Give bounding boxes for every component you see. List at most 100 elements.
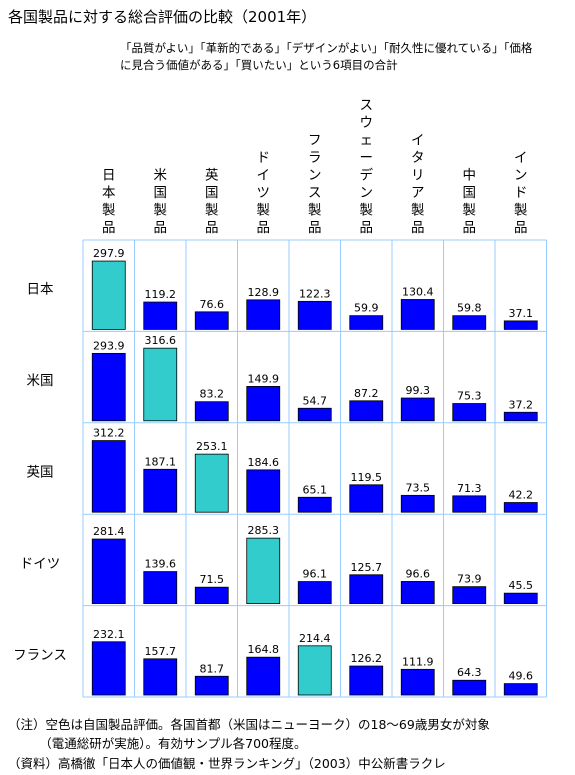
data-label: 214.4 [299, 632, 331, 645]
category-label-char: ド [257, 150, 271, 166]
category-label-char: 品 [308, 220, 322, 236]
bar [452, 495, 487, 513]
bar [503, 411, 538, 422]
bar [143, 658, 178, 696]
data-label: 164.8 [248, 643, 280, 656]
bar [400, 397, 435, 422]
data-label: 285.3 [248, 524, 280, 537]
bar [503, 502, 538, 513]
category-label-char: 製 [463, 203, 477, 219]
bar [503, 592, 538, 604]
own-country-bar [91, 260, 126, 330]
bar [349, 315, 384, 330]
category-label-char: 米 [154, 168, 168, 184]
category-label-char: 品 [463, 220, 477, 236]
category-label-char: デ [360, 167, 374, 184]
data-label: 54.7 [303, 394, 328, 407]
category-label-char: ウ [360, 115, 374, 131]
bar [143, 468, 178, 513]
bar [194, 586, 229, 605]
note-line-2: （電通総研が実施）。有効サンプル各700程度。 [8, 736, 307, 751]
category-label-char: 英 [205, 167, 219, 184]
data-label: 76.6 [200, 298, 225, 311]
category-label-char: 品 [514, 220, 528, 236]
bar [194, 311, 229, 330]
data-label: 64.3 [457, 666, 482, 679]
data-label: 59.8 [457, 302, 482, 315]
data-label: 65.1 [303, 483, 328, 496]
data-label: 149.9 [248, 372, 280, 385]
category-label-char: ー [360, 150, 374, 166]
bar [400, 668, 435, 696]
row-label: 日本 [27, 282, 54, 298]
bar [194, 675, 229, 696]
row-label: フランス [13, 647, 67, 663]
data-label: 293.9 [93, 339, 125, 352]
data-label: 73.9 [457, 573, 482, 586]
data-label: 71.5 [200, 573, 225, 586]
bar [91, 352, 126, 422]
category-label-char: ェ [360, 133, 374, 149]
bar [452, 315, 487, 330]
category-label-char: ア [411, 185, 425, 201]
chart-subtitle: 「品質がよい」「革新的である」「デザインがよい」「耐久性に優れている」「価格 に… [120, 40, 532, 74]
category-label-char: リ [411, 168, 425, 184]
category-label-char: 製 [102, 203, 116, 219]
bar [400, 299, 435, 330]
bar [452, 586, 487, 605]
category-label-char: ド [514, 185, 528, 201]
data-label: 187.1 [145, 455, 177, 468]
source-note: （資料）高橋徹「日本人の価値観・世界ランキング」（2003）中公新書ラクレ [8, 756, 446, 771]
data-label: 126.2 [351, 652, 383, 665]
own-country-bar [297, 645, 332, 696]
data-label: 45.5 [509, 579, 534, 592]
category-label-char: タ [411, 150, 425, 166]
bar [246, 469, 281, 513]
category-label-char: イ [411, 133, 425, 149]
category-label-char: イ [257, 168, 271, 184]
category-label-char: ン [360, 185, 374, 201]
category-label-char: ラ [308, 150, 322, 166]
bar [297, 407, 332, 422]
row-label: 米国 [27, 373, 54, 389]
category-label-char: 品 [411, 220, 425, 236]
data-label: 139.6 [145, 558, 177, 571]
category-label-char: 製 [205, 203, 219, 219]
category-label-char: 国 [205, 185, 219, 201]
own-country-bar [143, 347, 178, 422]
data-label: 281.4 [93, 525, 125, 538]
category-label-char: 品 [360, 220, 374, 236]
data-label: 122.3 [299, 287, 331, 300]
data-label: 83.2 [200, 388, 225, 401]
data-label: 128.9 [248, 286, 280, 299]
bar [349, 484, 384, 513]
bar [143, 571, 178, 604]
data-label: 184.6 [248, 456, 280, 469]
data-label: 96.6 [406, 567, 431, 580]
category-label-char: 中 [463, 168, 477, 184]
bar [246, 386, 281, 422]
category-label-char: 製 [411, 203, 425, 219]
data-label: 111.9 [402, 655, 434, 668]
category-label-char: 製 [360, 203, 374, 219]
data-label: 125.7 [351, 561, 383, 574]
bar [452, 403, 487, 422]
data-label: 157.7 [145, 645, 177, 658]
bar [143, 301, 178, 330]
category-label-char: 国 [463, 185, 477, 201]
category-label-char: 製 [154, 203, 168, 219]
data-label: 312.2 [93, 427, 125, 440]
category-label-char: 日 [102, 168, 116, 184]
data-label: 71.3 [457, 482, 482, 495]
data-label: 99.3 [406, 384, 431, 397]
bar [503, 683, 538, 696]
row-label: 英国 [27, 464, 54, 481]
note-line-1: （注）空色は自国製品評価。各国首都（米国はニューヨーク）の18～69歳男女が対象 [8, 717, 490, 732]
bar [91, 440, 126, 513]
bar [349, 400, 384, 422]
data-label: 96.1 [303, 568, 328, 581]
subtitle-line-2: に見合う価値がある」「買いたい」という6項目の合計 [120, 58, 398, 72]
category-label-char: 製 [308, 203, 322, 219]
bar [297, 300, 332, 330]
